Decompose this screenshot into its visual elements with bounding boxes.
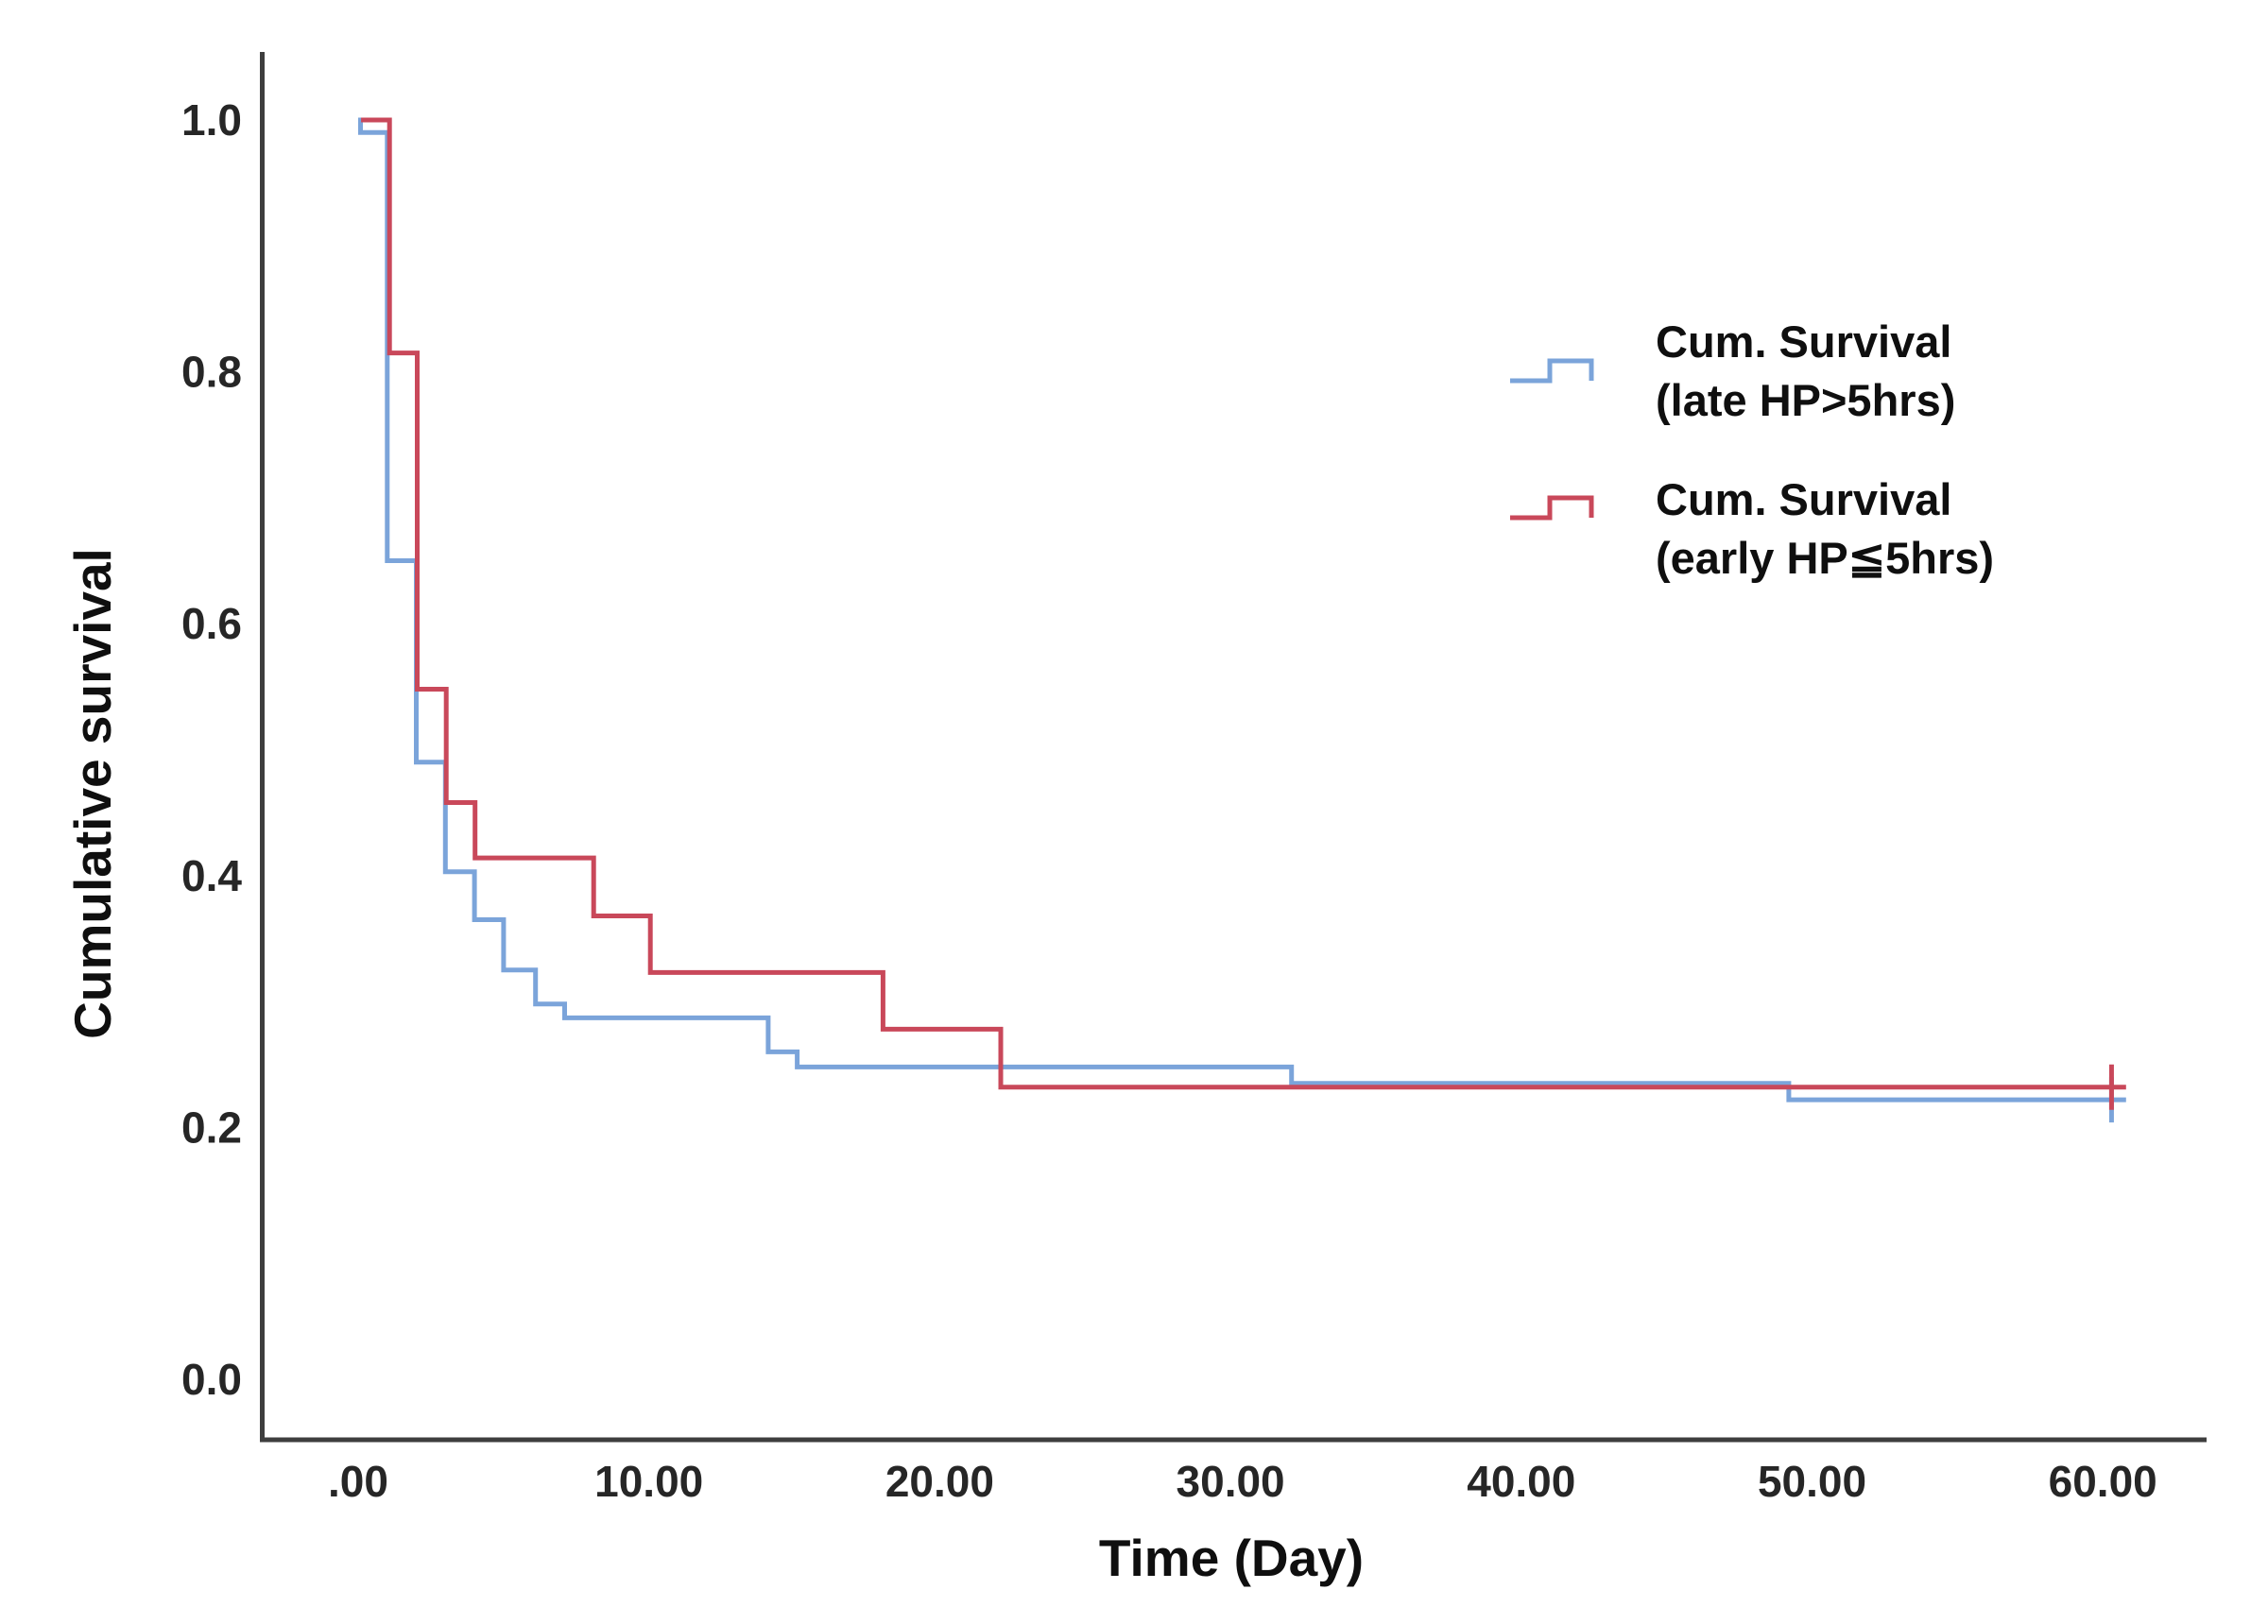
y-tick-label: 0.0 xyxy=(181,1355,242,1404)
y-tick-label: 0.6 xyxy=(181,599,242,648)
x-tick-label: .00 xyxy=(328,1457,388,1506)
x-tick-label: 30.00 xyxy=(1177,1457,1285,1506)
legend-label-late-hp-line2: (late HP>5hrs) xyxy=(1656,375,1955,425)
survival-curves xyxy=(358,117,2126,1123)
y-tick-label: 0.4 xyxy=(181,851,242,900)
y-tick-label: 0.8 xyxy=(181,348,242,397)
legend-entry-late-hp: Cum. Survival (late HP>5hrs) xyxy=(1510,316,1955,425)
axes xyxy=(260,52,2207,1443)
y-tick-label: 0.2 xyxy=(181,1103,242,1152)
x-tick-label: 50.00 xyxy=(1758,1457,1866,1506)
legend-label-late-hp-line1: Cum. Survival xyxy=(1656,316,1951,367)
legend-label-early-hp-line1: Cum. Survival xyxy=(1656,474,1951,524)
legend-swatch-early-hp xyxy=(1510,495,1594,521)
survival-curve-late-hp xyxy=(358,117,2126,1103)
x-tick-label: 10.00 xyxy=(594,1457,703,1506)
y-axis-tick-labels: 1.0 0.8 0.6 0.4 0.2 0.0 xyxy=(181,95,242,1404)
y-axis-title: Cumulative survival xyxy=(63,548,122,1039)
x-tick-label: 40.00 xyxy=(1467,1457,1575,1506)
legend: Cum. Survival(late HP>5hrs)Cum. Survival… xyxy=(1510,316,1994,583)
x-tick-label: 60.00 xyxy=(2049,1457,2157,1506)
y-tick-label: 1.0 xyxy=(181,95,242,145)
x-axis-tick-labels: .00 10.00 20.00 30.00 40.00 50.00 60.00 xyxy=(328,1457,2157,1506)
legend-swatch-late-hp xyxy=(1510,358,1594,384)
legend-entry-early-hp: Cum. Survival (early HP≦5hrs) xyxy=(1510,474,1994,583)
x-tick-label: 20.00 xyxy=(885,1457,994,1506)
legend-label-early-hp-line2: (early HP≦5hrs) xyxy=(1656,533,1994,583)
survival-curve-early-hp xyxy=(361,117,2126,1090)
x-axis-title: Time (Day) xyxy=(1099,1529,1364,1587)
